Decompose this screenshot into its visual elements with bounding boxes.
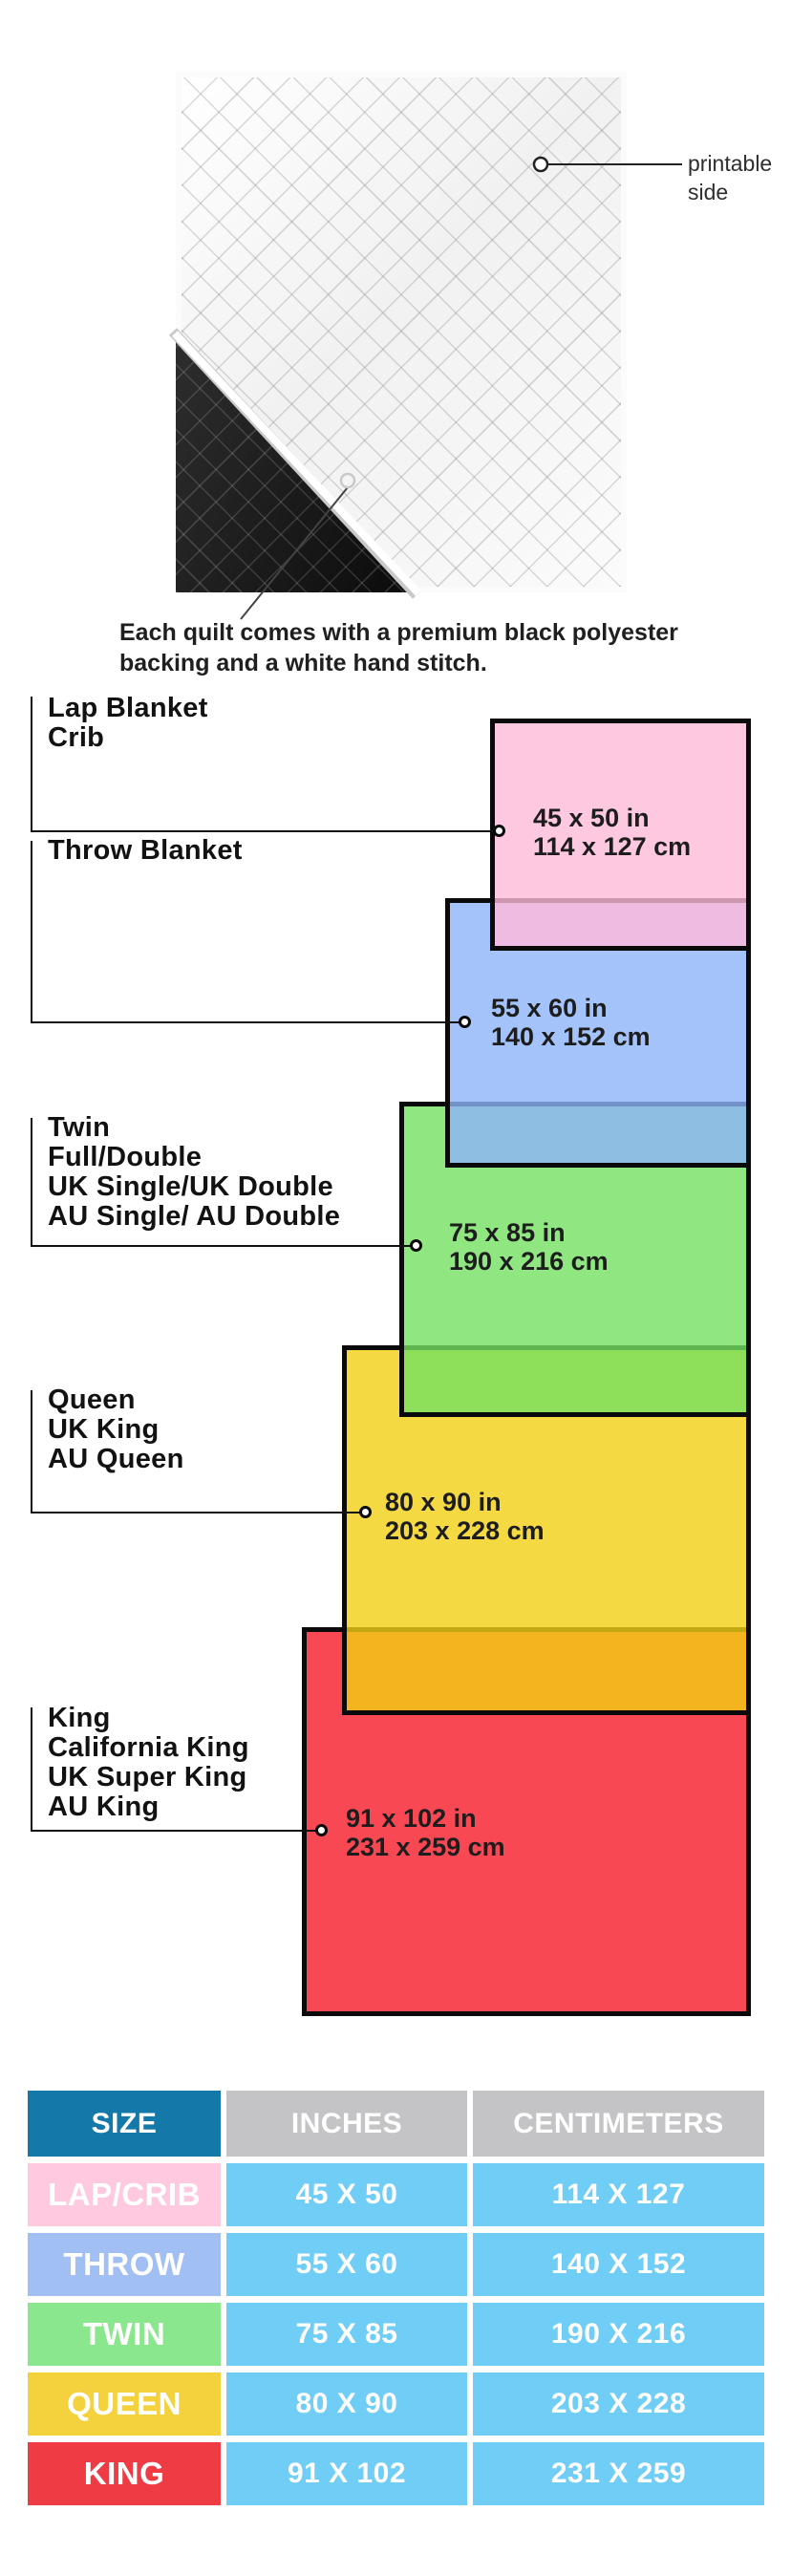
dims-queen: 80 x 90 in 203 x 228 cm [385,1488,545,1545]
connector-dot-throw [459,1016,471,1028]
backing-marker-icon [339,472,356,489]
dims-inches: 80 x 90 in [385,1488,502,1516]
label-line: Crib [48,722,105,753]
table-cell-cm: 114 X 127 [473,2163,764,2226]
dims-cm: 231 x 259 cm [346,1833,505,1861]
table-cell-cm: 231 X 259 [473,2442,764,2505]
label-line: UK Super King [48,1762,247,1792]
connector-vline-lap [31,697,32,831]
table-header-size: SIZE [28,2091,221,2157]
label-line: AU Single/ AU Double [48,1201,341,1232]
connector-hline-throw [31,1021,465,1023]
connector-hline-king [31,1830,322,1832]
label-line: Queen [48,1385,136,1415]
label-lap-crib: Lap Blanket Crib [48,694,208,753]
backing-pointer-line [240,486,349,620]
dims-cm: 140 x 152 cm [491,1022,651,1051]
dims-inches: 55 x 60 in [491,994,608,1022]
quilt-caption: Each quilt comes with a premium black po… [119,617,731,678]
dims-inches: 45 x 50 in [533,804,650,832]
label-line: King [48,1703,111,1733]
size-table: SIZE INCHES CENTIMETERS LAP/CRIB 45 X 50… [28,2091,764,2505]
table-row-label: QUEEN [28,2372,221,2436]
label-throw: Throw Blanket [48,836,243,866]
connector-dot-lap [493,825,505,837]
label-line: Twin [48,1112,111,1143]
table-cell-inches: 75 X 85 [226,2303,467,2366]
connector-hline-twin [31,1245,417,1247]
connector-vline-throw [31,841,32,1022]
hero-annotation-lines [168,156,682,620]
label-line: AU Queen [48,1444,184,1474]
dims-cm: 203 x 228 cm [385,1516,545,1545]
fold-binding-stitch [172,331,421,596]
table-cell-cm: 190 X 216 [473,2303,764,2366]
table-cell-cm: 140 X 152 [473,2233,764,2296]
table-row-label: KING [28,2442,221,2505]
table-row-label: LAP/CRIB [28,2163,221,2226]
label-line: Throw Blanket [48,835,243,866]
size-rect-lap [490,719,751,951]
connector-dot-queen [359,1506,372,1518]
connector-vline-queen [31,1390,32,1513]
connector-vline-twin [31,1118,32,1246]
dims-throw: 55 x 60 in 140 x 152 cm [491,994,651,1051]
table-row-label: TWIN [28,2303,221,2366]
table-cell-inches: 55 X 60 [226,2233,467,2296]
printable-side-label: printable side [688,151,773,204]
connector-hline-queen [31,1512,366,1513]
printable-side-marker-icon [532,156,549,173]
table-cell-inches: 45 X 50 [226,2163,467,2226]
dims-twin: 75 x 85 in 190 x 216 cm [449,1218,609,1276]
label-king: King California King UK Super King AU Ki… [48,1704,249,1822]
dims-inches: 75 x 85 in [449,1218,566,1247]
connector-hline-lap [31,830,500,832]
table-cell-cm: 203 X 228 [473,2372,764,2436]
table-header-centimeters: CENTIMETERS [473,2091,764,2157]
label-line: Lap Blanket [48,693,208,723]
label-line: UK Single/UK Double [48,1171,333,1202]
dims-cm: 190 x 216 cm [449,1247,609,1276]
label-twin: Twin Full/Double UK Single/UK Double AU … [48,1113,340,1232]
label-line: AU King [48,1792,160,1822]
table-cell-inches: 91 X 102 [226,2442,467,2505]
label-queen: Queen UK King AU Queen [48,1385,184,1474]
label-line: California King [48,1732,249,1763]
table-header-inches: INCHES [226,2091,467,2157]
table-cell-inches: 80 X 90 [226,2372,467,2436]
dims-lap: 45 x 50 in 114 x 127 cm [533,804,691,861]
quilt-caption-line2: backing and a white hand stitch. [119,650,487,676]
connector-dot-twin [410,1239,422,1252]
dims-inches: 91 x 102 in [346,1804,477,1833]
connector-dot-king [315,1824,328,1836]
label-line: Full/Double [48,1142,203,1172]
label-line: UK King [48,1414,160,1445]
quilt-caption-line1: Each quilt comes with a premium black po… [119,619,678,646]
table-row-label: THROW [28,2233,221,2296]
dims-king: 91 x 102 in 231 x 259 cm [346,1804,505,1861]
connector-vline-king [31,1707,32,1831]
dims-cm: 114 x 127 cm [533,832,692,861]
